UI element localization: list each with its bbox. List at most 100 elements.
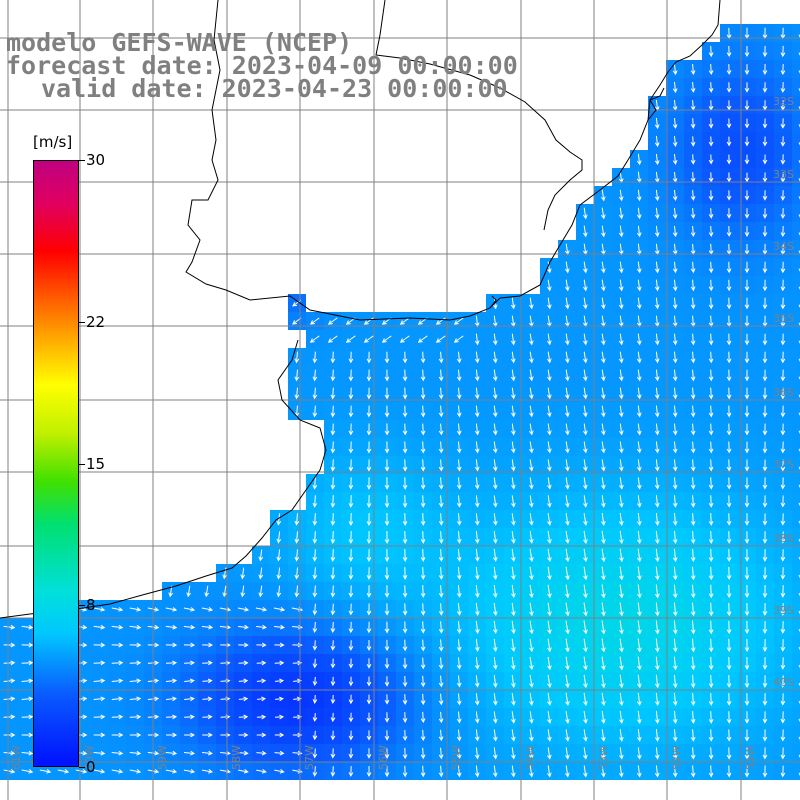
wind-arrow xyxy=(330,567,336,580)
wind-arrow xyxy=(654,530,660,545)
wind-arrow xyxy=(294,549,300,562)
wind-arrow xyxy=(654,117,660,130)
wind-arrow xyxy=(201,607,214,612)
wind-arrow xyxy=(402,621,408,634)
wind-arrow xyxy=(474,423,480,436)
longitude-label: 51W xyxy=(744,745,757,770)
wind-arrow xyxy=(708,351,714,364)
wind-arrow xyxy=(565,566,570,581)
wind-arrow xyxy=(453,335,464,343)
wind-arrow xyxy=(294,585,300,598)
wind-arrow xyxy=(636,747,642,760)
wind-arrow xyxy=(21,714,34,720)
wind-arrow xyxy=(672,530,678,545)
wind-arrow xyxy=(762,477,768,490)
wind-arrow xyxy=(780,513,786,526)
wind-arrow xyxy=(238,714,249,720)
wind-arrow xyxy=(222,585,227,598)
wind-arrow xyxy=(726,459,732,472)
wind-arrow xyxy=(420,477,426,490)
wind-arrow xyxy=(273,607,286,612)
wind-arrow xyxy=(327,335,338,343)
wind-arrow xyxy=(672,566,678,581)
wind-arrow xyxy=(510,297,516,310)
wind-arrow xyxy=(348,387,354,400)
wind-arrow xyxy=(726,333,732,346)
wind-arrow xyxy=(744,333,750,346)
wind-arrow xyxy=(637,602,642,617)
wind-arrow xyxy=(780,657,786,670)
wind-arrow xyxy=(184,696,195,702)
wind-arrow xyxy=(547,602,552,617)
wind-arrow xyxy=(547,423,552,436)
wind-arrow xyxy=(529,675,534,688)
wind-arrow xyxy=(744,297,750,310)
latitude-label: 36S xyxy=(773,386,794,399)
wind-arrow xyxy=(780,136,786,147)
wind-arrow xyxy=(654,333,660,346)
wind-arrow xyxy=(547,513,552,526)
wind-arrow xyxy=(583,441,588,454)
wind-arrow xyxy=(529,369,534,382)
wind-arrow xyxy=(510,765,516,778)
wind-arrow xyxy=(384,765,390,778)
wind-arrow xyxy=(565,692,570,707)
wind-arrow xyxy=(637,638,642,653)
wind-cell xyxy=(792,528,800,546)
wind-arrow xyxy=(256,660,267,666)
wind-arrow xyxy=(492,495,498,508)
wind-arrow xyxy=(654,351,660,364)
wind-arrow xyxy=(402,495,408,508)
wind-arrow xyxy=(330,423,336,436)
wind-arrow xyxy=(690,279,696,292)
wind-arrow xyxy=(3,678,16,684)
wind-arrow xyxy=(456,459,462,472)
wind-arrow xyxy=(601,747,606,760)
wind-arrow xyxy=(636,495,642,508)
wind-arrow xyxy=(726,675,732,688)
wind-arrow xyxy=(601,620,606,635)
wind-arrow xyxy=(312,585,318,598)
wind-arrow xyxy=(384,748,390,759)
wind-arrow xyxy=(275,696,284,702)
wind-cell xyxy=(792,546,800,564)
colorbar-tick-label: 30 xyxy=(86,151,106,169)
wind-arrow xyxy=(654,747,660,760)
wind-arrow xyxy=(726,261,732,274)
wind-arrow xyxy=(672,261,678,274)
wind-cell xyxy=(792,600,800,618)
wind-arrow xyxy=(690,351,696,364)
wind-arrow xyxy=(345,335,356,343)
wind-arrow xyxy=(511,584,516,599)
wind-arrow xyxy=(129,660,142,666)
wind-arrow xyxy=(744,351,750,364)
wind-arrow xyxy=(690,369,696,382)
wind-arrow xyxy=(330,658,336,669)
wind-arrow xyxy=(690,765,696,778)
wind-arrow xyxy=(583,279,588,292)
wind-arrow xyxy=(202,732,213,738)
wind-arrow xyxy=(565,765,570,778)
wind-arrow xyxy=(129,678,142,684)
wind-arrow xyxy=(690,387,696,400)
wind-arrow xyxy=(438,621,444,634)
wind-arrow xyxy=(618,333,624,346)
wind-arrow xyxy=(366,369,372,382)
wind-arrow xyxy=(780,603,786,616)
wind-arrow xyxy=(402,765,408,778)
wind-arrow xyxy=(511,729,516,742)
wind-arrow xyxy=(474,351,480,364)
wind-arrow xyxy=(165,714,178,720)
wind-arrow xyxy=(474,603,480,616)
wind-arrow xyxy=(547,747,552,760)
wind-arrow xyxy=(708,441,714,454)
wind-arrow xyxy=(402,513,408,526)
wind-arrow xyxy=(366,748,372,759)
wind-arrow xyxy=(384,567,390,580)
wind-arrow xyxy=(618,423,624,436)
wind-arrow xyxy=(492,765,498,778)
wind-arrow xyxy=(348,477,354,490)
colorbar-tick-label: 0 xyxy=(86,758,96,776)
wind-arrow xyxy=(384,531,390,544)
wind-arrow xyxy=(780,567,786,580)
